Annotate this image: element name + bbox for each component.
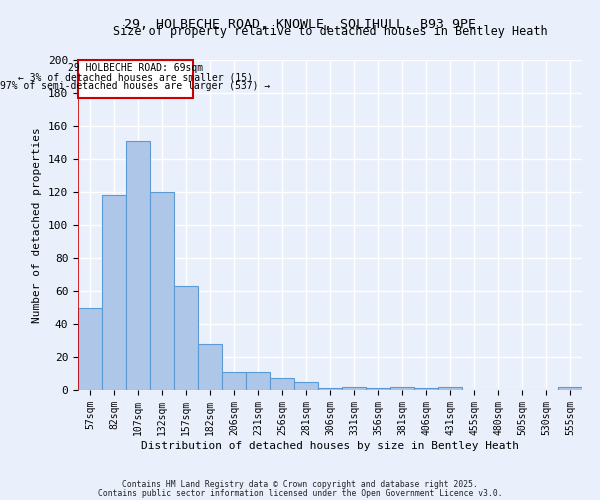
Bar: [198, 344, 222, 390]
Bar: [318, 388, 342, 390]
Bar: [390, 386, 414, 390]
Bar: [270, 378, 294, 390]
Bar: [150, 192, 174, 390]
Bar: [294, 382, 318, 390]
Bar: [414, 388, 438, 390]
Bar: [222, 372, 246, 390]
Bar: [342, 386, 366, 390]
X-axis label: Distribution of detached houses by size in Bentley Heath: Distribution of detached houses by size …: [141, 440, 519, 450]
Y-axis label: Number of detached properties: Number of detached properties: [32, 127, 43, 323]
Bar: [102, 196, 126, 390]
Bar: [174, 286, 198, 390]
Text: ← 3% of detached houses are smaller (15): ← 3% of detached houses are smaller (15): [18, 72, 253, 83]
Bar: [438, 386, 462, 390]
Text: 29 HOLBECHE ROAD: 69sqm: 29 HOLBECHE ROAD: 69sqm: [68, 64, 203, 74]
Bar: [126, 141, 150, 390]
Bar: [366, 388, 390, 390]
Text: Contains HM Land Registry data © Crown copyright and database right 2025.: Contains HM Land Registry data © Crown c…: [122, 480, 478, 489]
FancyBboxPatch shape: [78, 60, 193, 98]
Bar: [558, 386, 582, 390]
Bar: [246, 372, 270, 390]
Bar: [78, 308, 102, 390]
Text: Contains public sector information licensed under the Open Government Licence v3: Contains public sector information licen…: [98, 488, 502, 498]
Title: Size of property relative to detached houses in Bentley Heath: Size of property relative to detached ho…: [113, 25, 547, 38]
Text: 97% of semi-detached houses are larger (537) →: 97% of semi-detached houses are larger (…: [1, 82, 271, 92]
Text: 29, HOLBECHE ROAD, KNOWLE, SOLIHULL, B93 9PE: 29, HOLBECHE ROAD, KNOWLE, SOLIHULL, B93…: [124, 18, 476, 30]
